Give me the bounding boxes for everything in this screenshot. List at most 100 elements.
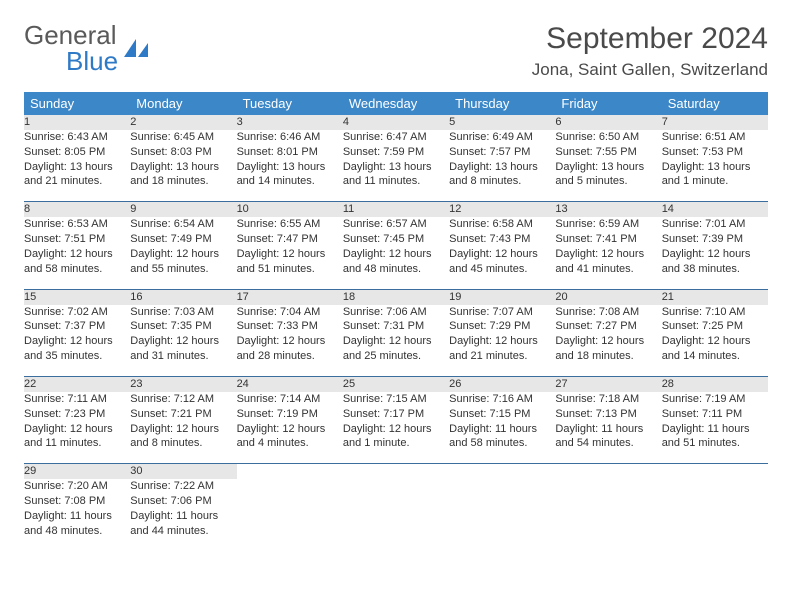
daylight-line: Daylight: 13 hours and 18 minutes. (130, 160, 236, 190)
daylight-line: Daylight: 13 hours and 1 minute. (662, 160, 768, 190)
day-number-cell: 4 (343, 115, 449, 130)
day-number-cell (449, 464, 555, 479)
day-content-cell: Sunrise: 7:22 AMSunset: 7:06 PMDaylight:… (130, 479, 236, 551)
day-number-row: 22232425262728 (24, 377, 768, 392)
sunrise-line: Sunrise: 7:22 AM (130, 479, 236, 494)
day-number-cell: 30 (130, 464, 236, 479)
daylight-line: Daylight: 12 hours and 35 minutes. (24, 334, 130, 364)
day-content-cell: Sunrise: 6:51 AMSunset: 7:53 PMDaylight:… (662, 130, 768, 202)
sunrise-line: Sunrise: 6:45 AM (130, 130, 236, 145)
day-header-row: SundayMondayTuesdayWednesdayThursdayFrid… (24, 92, 768, 115)
day-content-cell: Sunrise: 7:18 AMSunset: 7:13 PMDaylight:… (555, 392, 661, 464)
day-content-cell: Sunrise: 7:15 AMSunset: 7:17 PMDaylight:… (343, 392, 449, 464)
day-number-cell: 13 (555, 202, 661, 217)
sunset-line: Sunset: 7:45 PM (343, 232, 449, 247)
sunset-line: Sunset: 7:53 PM (662, 145, 768, 160)
daylight-line: Daylight: 12 hours and 48 minutes. (343, 247, 449, 277)
day-content-cell: Sunrise: 7:20 AMSunset: 7:08 PMDaylight:… (24, 479, 130, 551)
calendar-table: SundayMondayTuesdayWednesdayThursdayFrid… (24, 92, 768, 551)
daylight-line: Daylight: 12 hours and 38 minutes. (662, 247, 768, 277)
sunset-line: Sunset: 7:37 PM (24, 319, 130, 334)
day-number-cell: 28 (662, 377, 768, 392)
day-header: Wednesday (343, 92, 449, 115)
day-number-cell: 21 (662, 289, 768, 304)
day-content-cell: Sunrise: 7:01 AMSunset: 7:39 PMDaylight:… (662, 217, 768, 289)
day-number-row: 15161718192021 (24, 289, 768, 304)
sunset-line: Sunset: 7:59 PM (343, 145, 449, 160)
day-content-cell: Sunrise: 6:50 AMSunset: 7:55 PMDaylight:… (555, 130, 661, 202)
sunrise-line: Sunrise: 6:54 AM (130, 217, 236, 232)
daylight-line: Daylight: 13 hours and 14 minutes. (237, 160, 343, 190)
daylight-line: Daylight: 12 hours and 4 minutes. (237, 422, 343, 452)
daylight-line: Daylight: 13 hours and 11 minutes. (343, 160, 449, 190)
sunrise-line: Sunrise: 7:18 AM (555, 392, 661, 407)
daylight-line: Daylight: 13 hours and 8 minutes. (449, 160, 555, 190)
daylight-line: Daylight: 12 hours and 1 minute. (343, 422, 449, 452)
calendar-body: 1234567Sunrise: 6:43 AMSunset: 8:05 PMDa… (24, 115, 768, 551)
sunrise-line: Sunrise: 7:15 AM (343, 392, 449, 407)
header: General Blue September 2024 Jona, Saint … (24, 22, 768, 80)
sunset-line: Sunset: 7:11 PM (662, 407, 768, 422)
daylight-line: Daylight: 12 hours and 58 minutes. (24, 247, 130, 277)
day-content-cell: Sunrise: 7:12 AMSunset: 7:21 PMDaylight:… (130, 392, 236, 464)
day-header: Monday (130, 92, 236, 115)
daylight-line: Daylight: 12 hours and 45 minutes. (449, 247, 555, 277)
daylight-line: Daylight: 12 hours and 25 minutes. (343, 334, 449, 364)
sunrise-line: Sunrise: 7:16 AM (449, 392, 555, 407)
sunset-line: Sunset: 7:43 PM (449, 232, 555, 247)
day-header: Thursday (449, 92, 555, 115)
sunrise-line: Sunrise: 6:46 AM (237, 130, 343, 145)
daylight-line: Daylight: 13 hours and 21 minutes. (24, 160, 130, 190)
daylight-line: Daylight: 11 hours and 58 minutes. (449, 422, 555, 452)
sunset-line: Sunset: 7:17 PM (343, 407, 449, 422)
logo-sail-icon (122, 37, 150, 59)
day-number-cell: 16 (130, 289, 236, 304)
sunset-line: Sunset: 7:35 PM (130, 319, 236, 334)
day-number-cell: 27 (555, 377, 661, 392)
day-content-cell: Sunrise: 6:54 AMSunset: 7:49 PMDaylight:… (130, 217, 236, 289)
day-number-cell: 7 (662, 115, 768, 130)
daylight-line: Daylight: 12 hours and 55 minutes. (130, 247, 236, 277)
day-number-cell (237, 464, 343, 479)
day-number-cell: 19 (449, 289, 555, 304)
sunrise-line: Sunrise: 7:04 AM (237, 305, 343, 320)
day-content-cell: Sunrise: 7:19 AMSunset: 7:11 PMDaylight:… (662, 392, 768, 464)
day-content-row: Sunrise: 7:11 AMSunset: 7:23 PMDaylight:… (24, 392, 768, 464)
sunset-line: Sunset: 7:57 PM (449, 145, 555, 160)
day-number-row: 1234567 (24, 115, 768, 130)
day-content-cell: Sunrise: 6:47 AMSunset: 7:59 PMDaylight:… (343, 130, 449, 202)
daylight-line: Daylight: 12 hours and 14 minutes. (662, 334, 768, 364)
sunset-line: Sunset: 7:06 PM (130, 494, 236, 509)
day-content-cell: Sunrise: 6:58 AMSunset: 7:43 PMDaylight:… (449, 217, 555, 289)
day-content-cell: Sunrise: 7:14 AMSunset: 7:19 PMDaylight:… (237, 392, 343, 464)
daylight-line: Daylight: 12 hours and 51 minutes. (237, 247, 343, 277)
day-header: Tuesday (237, 92, 343, 115)
day-content-row: Sunrise: 6:43 AMSunset: 8:05 PMDaylight:… (24, 130, 768, 202)
day-number-cell: 6 (555, 115, 661, 130)
daylight-line: Daylight: 11 hours and 51 minutes. (662, 422, 768, 452)
sunrise-line: Sunrise: 6:51 AM (662, 130, 768, 145)
sunset-line: Sunset: 7:49 PM (130, 232, 236, 247)
sunrise-line: Sunrise: 7:07 AM (449, 305, 555, 320)
day-number-cell: 8 (24, 202, 130, 217)
day-content-cell (343, 479, 449, 551)
day-number-cell: 3 (237, 115, 343, 130)
day-number-cell: 12 (449, 202, 555, 217)
sunset-line: Sunset: 7:25 PM (662, 319, 768, 334)
day-number-cell: 23 (130, 377, 236, 392)
sunset-line: Sunset: 7:41 PM (555, 232, 661, 247)
day-number-cell: 11 (343, 202, 449, 217)
day-number-cell: 2 (130, 115, 236, 130)
day-content-cell: Sunrise: 7:10 AMSunset: 7:25 PMDaylight:… (662, 305, 768, 377)
sunrise-line: Sunrise: 6:53 AM (24, 217, 130, 232)
day-number-cell: 10 (237, 202, 343, 217)
sunrise-line: Sunrise: 7:03 AM (130, 305, 236, 320)
daylight-line: Daylight: 11 hours and 54 minutes. (555, 422, 661, 452)
sunset-line: Sunset: 7:29 PM (449, 319, 555, 334)
day-content-cell: Sunrise: 7:08 AMSunset: 7:27 PMDaylight:… (555, 305, 661, 377)
sunrise-line: Sunrise: 7:20 AM (24, 479, 130, 494)
day-content-cell: Sunrise: 6:57 AMSunset: 7:45 PMDaylight:… (343, 217, 449, 289)
sunrise-line: Sunrise: 7:10 AM (662, 305, 768, 320)
sunset-line: Sunset: 7:15 PM (449, 407, 555, 422)
sunrise-line: Sunrise: 7:08 AM (555, 305, 661, 320)
